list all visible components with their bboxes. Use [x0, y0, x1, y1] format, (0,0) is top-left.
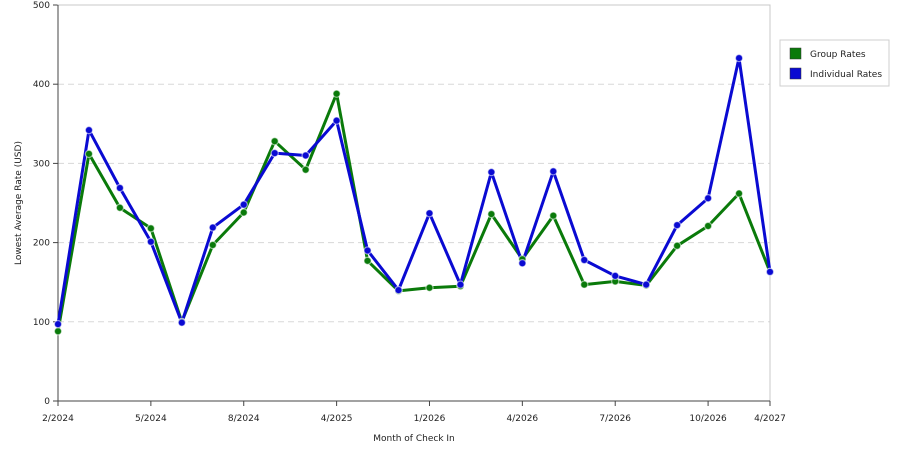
data-point-individual-rates: [672, 220, 682, 230]
x-tick-label: 5/2024: [135, 414, 167, 424]
x-tick-label: 1/2026: [414, 414, 446, 424]
legend-label-group-rates: Group Rates: [810, 50, 866, 60]
data-point-group-rates: [425, 283, 434, 292]
data-point-group-rates: [580, 280, 589, 289]
data-point-individual-rates: [611, 271, 620, 281]
data-point-individual-rates: [549, 167, 558, 176]
legend-swatch-individual-rates: [789, 67, 802, 80]
series-line-group-rates: [56, 92, 772, 332]
data-point-group-rates: [487, 209, 496, 219]
x-tick-label: 4/2026: [507, 414, 539, 424]
data-point-group-rates: [208, 240, 217, 250]
data-point-individual-rates: [734, 53, 744, 63]
y-tick-label: 100: [33, 318, 50, 328]
data-point-individual-rates: [239, 200, 248, 209]
data-point-individual-rates: [177, 318, 187, 327]
data-point-group-rates: [239, 208, 248, 217]
data-point-individual-rates: [456, 280, 465, 289]
series-line-individual-rates: [56, 56, 772, 325]
data-point-individual-rates: [580, 255, 589, 265]
data-point-group-rates: [332, 89, 341, 98]
data-point-individual-rates: [208, 223, 217, 232]
data-point-individual-rates: [394, 285, 403, 295]
data-point-group-rates: [549, 211, 558, 220]
data-point-individual-rates: [115, 183, 125, 193]
data-point-individual-rates: [270, 148, 279, 158]
legend-box: [779, 39, 890, 87]
legend-label-individual-rates: Individual Rates: [810, 70, 882, 80]
data-point-group-rates: [146, 224, 156, 233]
legend: Group Rates Individual Rates: [779, 39, 890, 87]
y-axis-title: Lowest Average Rate (USD): [14, 141, 24, 265]
axes: 0 100 200 300 400 500 2/2024 5/2024 8/2024 4/2025…: [33, 1, 786, 424]
y-tick-label: 400: [33, 80, 50, 90]
y-tick-label: 300: [33, 159, 50, 169]
data-point-individual-rates: [641, 280, 651, 289]
x-axis-title: Month of Check In: [373, 434, 455, 444]
data-point-individual-rates: [53, 319, 63, 329]
y-tick-label: 500: [33, 1, 50, 11]
gridlines: [58, 83, 770, 323]
data-point-group-rates: [53, 327, 63, 336]
data-point-group-rates: [734, 189, 744, 198]
data-point-individual-rates: [301, 151, 310, 160]
data-point-group-rates: [301, 165, 310, 174]
x-tick-label: 4/2025: [321, 414, 353, 424]
plot-frame: [57, 4, 771, 402]
data-points: [53, 53, 775, 336]
x-tick-label: 10/2026: [689, 414, 727, 424]
data-point-individual-rates: [765, 267, 775, 277]
x-tick-label: 8/2024: [228, 414, 260, 424]
data-point-individual-rates: [332, 116, 341, 125]
data-point-group-rates: [363, 256, 372, 266]
data-point-individual-rates: [84, 125, 94, 135]
data-point-group-rates: [115, 203, 125, 212]
data-point-group-rates: [672, 241, 682, 250]
x-tick-label: 4/2027: [754, 414, 786, 424]
data-point-group-rates: [270, 137, 279, 146]
data-point-individual-rates: [703, 194, 713, 203]
data-point-group-rates: [703, 221, 713, 231]
data-point-individual-rates: [146, 237, 156, 247]
x-tick-label: 2/2024: [42, 414, 74, 424]
data-point-group-rates: [84, 149, 94, 159]
data-point-individual-rates: [518, 258, 527, 268]
data-point-individual-rates: [363, 246, 372, 255]
legend-swatch-group-rates: [789, 47, 802, 60]
series-lines: [56, 56, 772, 332]
data-point-individual-rates: [425, 209, 434, 218]
data-point-individual-rates: [487, 167, 496, 177]
x-tick-label: 7/2026: [599, 414, 631, 424]
y-tick-label: 200: [33, 239, 50, 249]
y-tick-label: 0: [44, 397, 50, 407]
